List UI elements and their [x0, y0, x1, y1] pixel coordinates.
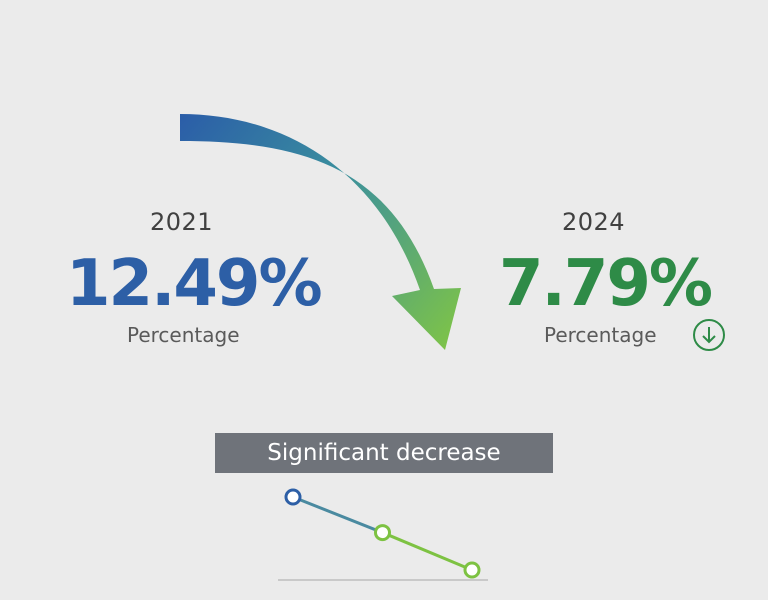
year-right: 2024 — [562, 208, 626, 236]
value-right: 7.79% — [499, 247, 713, 321]
value-left: 12.49% — [66, 247, 323, 321]
unit-right: Percentage — [544, 323, 657, 347]
trend-point — [284, 488, 302, 506]
trend-segment — [292, 495, 384, 534]
trend-segment — [381, 531, 473, 572]
unit-left: Percentage — [127, 323, 240, 347]
arrow-down-circle-icon — [693, 319, 725, 351]
trend-point — [463, 561, 481, 579]
status-badge: Significant decrease — [215, 433, 553, 473]
year-left: 2021 — [150, 208, 214, 236]
trend-point — [374, 524, 391, 542]
